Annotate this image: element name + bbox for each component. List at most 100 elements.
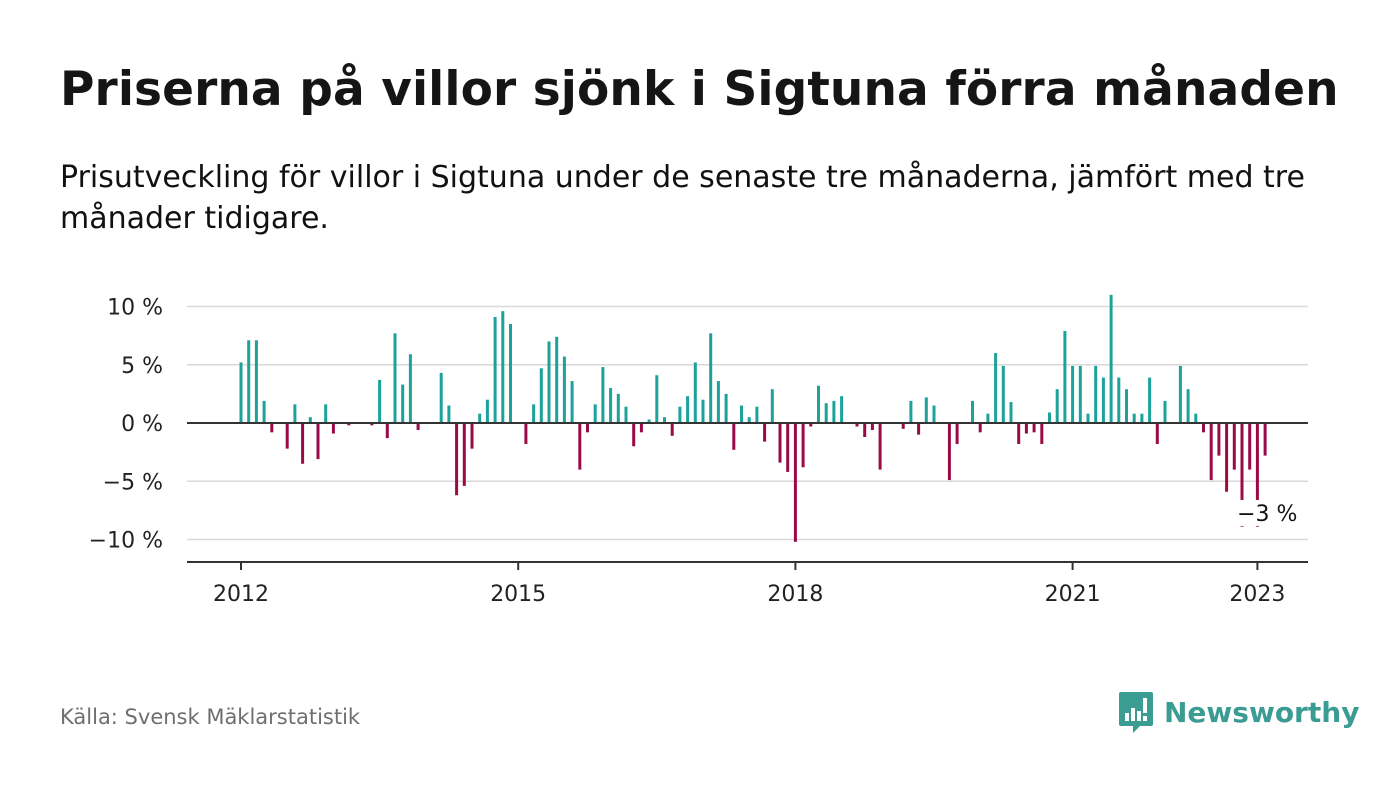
bar: [901, 423, 905, 429]
bar: [239, 362, 243, 423]
bar: [462, 423, 466, 486]
bar: [308, 417, 312, 423]
bar: [624, 406, 628, 423]
bar: [270, 423, 274, 433]
bar: [678, 406, 682, 423]
bar: [1078, 365, 1082, 423]
bar: [917, 423, 921, 435]
bar: [801, 423, 805, 468]
bar: [755, 406, 759, 423]
y-tick-label: −10 %: [89, 529, 163, 554]
bar: [855, 423, 859, 427]
bar: [593, 404, 597, 423]
y-tick-label: 5 %: [121, 354, 163, 379]
bar: [909, 400, 913, 423]
brand-name: Newsworthy: [1164, 695, 1360, 729]
y-tick-label: 10 %: [107, 296, 163, 321]
bar: [1024, 423, 1028, 434]
bar: [947, 423, 951, 481]
bar: [639, 423, 643, 433]
bar: [770, 389, 774, 423]
bar: [478, 413, 482, 423]
annotation-background: [1235, 499, 1294, 526]
bar: [670, 423, 674, 436]
bar: [539, 368, 543, 423]
bar: [401, 384, 405, 423]
bar: [293, 404, 297, 423]
bar: [1248, 423, 1252, 470]
y-tick-label: −5 %: [103, 470, 163, 495]
bar: [378, 379, 382, 423]
bar: [555, 336, 559, 423]
bar: [732, 423, 736, 450]
bar: [485, 399, 489, 423]
bar: [663, 417, 666, 423]
bar: [586, 423, 589, 433]
bar: [1063, 330, 1067, 423]
bar: [747, 417, 751, 423]
bar: [824, 403, 828, 423]
bar: [331, 423, 335, 434]
bar: [809, 423, 813, 427]
bar: [817, 385, 820, 423]
bar: [578, 423, 582, 470]
bar: [978, 423, 982, 433]
bar: [724, 393, 728, 424]
bar: [439, 372, 443, 423]
bar: [1225, 423, 1229, 492]
bar: [878, 423, 882, 470]
bar: [532, 404, 536, 423]
bar: [385, 423, 389, 439]
bar: [370, 423, 374, 426]
bar: [601, 367, 605, 423]
bar: [347, 423, 351, 426]
bar: [1240, 423, 1244, 527]
bar: [778, 423, 782, 463]
bar: [1178, 365, 1182, 423]
bar: [285, 423, 289, 449]
x-tick-label: 2012: [213, 582, 269, 607]
bar: [709, 333, 713, 423]
bar-chart: 10 % 5 % 0 % −5 % −10 % 2012 2015 2018 2021 2023 −…: [89, 294, 1308, 607]
bar: [793, 423, 797, 542]
bar: [1217, 423, 1221, 456]
bar: [416, 423, 420, 430]
bar: [932, 405, 936, 423]
bar: [547, 341, 551, 423]
newsworthy-logo-icon: [1119, 692, 1153, 733]
bar: [1202, 423, 1205, 433]
bar: [1117, 377, 1121, 423]
source-note: Källa: Svensk Mäklarstatistik: [60, 705, 361, 729]
bar: [1232, 423, 1236, 470]
bar: [647, 419, 651, 423]
bar: [1163, 400, 1167, 423]
bar: [655, 375, 659, 423]
bar: [986, 413, 990, 423]
bar: [1040, 423, 1044, 444]
chart-subtitle: Prisutveckling för villor i Sigtuna unde…: [60, 160, 1305, 236]
bar: [870, 423, 874, 430]
bar: [1125, 389, 1128, 423]
bar: [632, 423, 636, 447]
bar: [971, 400, 974, 423]
bar: [863, 423, 867, 437]
bar: [455, 423, 459, 496]
bar: [994, 353, 998, 423]
bar: [1132, 413, 1136, 423]
bar: [524, 423, 528, 444]
bar: [840, 396, 844, 423]
bar: [247, 340, 251, 423]
bar: [1209, 423, 1213, 481]
bar: [509, 323, 512, 423]
bar: [447, 405, 451, 423]
bar: [1109, 294, 1113, 423]
bar: [1255, 423, 1259, 527]
bar: [1140, 413, 1144, 423]
bar: [701, 399, 705, 423]
bar: [609, 388, 613, 423]
bar: [501, 311, 505, 423]
bar: [1194, 413, 1198, 423]
bar: [955, 423, 959, 444]
bar: [1186, 389, 1190, 423]
bar: [1263, 423, 1267, 456]
